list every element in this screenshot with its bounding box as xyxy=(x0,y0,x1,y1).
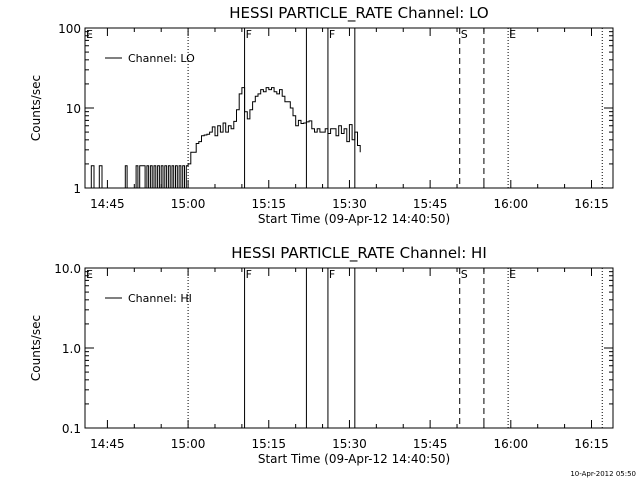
event-label: F xyxy=(329,28,335,41)
x-tick-label: 15:45 xyxy=(413,437,448,451)
x-tick-label: 16:15 xyxy=(574,197,609,211)
lo-channel-panel: HESSI PARTICLE_RATE Channel: LO Start Tim… xyxy=(29,4,614,226)
event-label: E xyxy=(86,268,93,281)
x-tick-label: 15:15 xyxy=(251,197,286,211)
y-tick-label: 0.1 xyxy=(62,422,81,436)
footer-timestamp: 10-Apr-2012 05:50 xyxy=(570,470,636,478)
event-label: F xyxy=(246,268,252,281)
x-tick-label: 15:30 xyxy=(332,197,367,211)
event-label: F xyxy=(329,268,335,281)
y-axis-label: Counts/sec xyxy=(29,75,43,141)
x-axis-label: Start Time (09-Apr-12 14:40:50) xyxy=(258,212,450,226)
event-label: E xyxy=(509,28,516,41)
legend-label: Channel: HI xyxy=(128,292,192,305)
event-label: F xyxy=(246,28,252,41)
y-axis-label: Counts/sec xyxy=(29,315,43,381)
event-label: S xyxy=(461,268,468,281)
x-tick-label: 16:15 xyxy=(574,437,609,451)
y-tick-label: 10 xyxy=(66,102,81,116)
event-label: E xyxy=(509,268,516,281)
y-tick-label: 1 xyxy=(73,182,81,196)
y-tick-label: 10.0 xyxy=(54,262,81,276)
x-tick-label: 15:00 xyxy=(171,197,206,211)
x-tick-label: 15:00 xyxy=(171,437,206,451)
hi-channel-panel: HESSI PARTICLE_RATE Channel: HI Start Tim… xyxy=(29,244,614,466)
x-tick-label: 15:30 xyxy=(332,437,367,451)
series-line xyxy=(88,87,361,189)
x-tick-label: 14:45 xyxy=(90,437,125,451)
y-tick-label: 100 xyxy=(58,22,81,36)
chart-title: HESSI PARTICLE_RATE Channel: HI xyxy=(231,244,487,263)
event-label: S xyxy=(461,28,468,41)
x-tick-label: 16:00 xyxy=(494,197,529,211)
x-tick-label: 15:45 xyxy=(413,197,448,211)
x-tick-label: 16:00 xyxy=(494,437,529,451)
x-tick-label: 15:15 xyxy=(251,437,286,451)
chart-title: HESSI PARTICLE_RATE Channel: LO xyxy=(229,4,488,23)
y-tick-label: 1.0 xyxy=(62,342,81,356)
x-axis-label: Start Time (09-Apr-12 14:40:50) xyxy=(258,452,450,466)
x-tick-label: 14:45 xyxy=(90,197,125,211)
event-label: E xyxy=(86,28,93,41)
legend-label: Channel: LO xyxy=(128,52,195,65)
